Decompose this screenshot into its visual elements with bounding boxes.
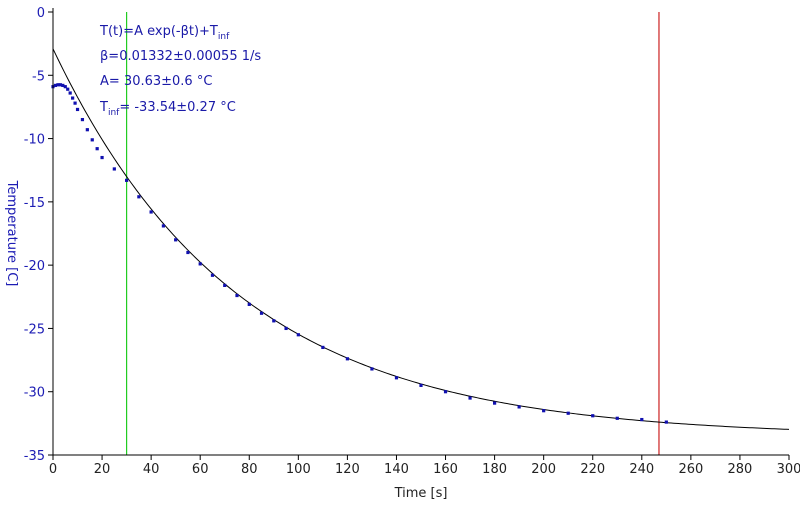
y-tick-label: -25 (24, 322, 45, 337)
y-axis-ticks: 0 -5 -10 -15 -20 -25 -30 -35 (24, 6, 53, 464)
data-point (149, 210, 153, 214)
y-tick-label: -30 (24, 386, 45, 401)
data-point (591, 414, 595, 418)
x-tick-label: 0 (49, 462, 57, 477)
data-point (542, 409, 546, 413)
annotation-t-inf-rest: = -33.54±0.27 °C (119, 100, 235, 115)
annotation-t-inf-sub: inf (108, 108, 120, 118)
data-point (186, 250, 190, 255)
data-point (58, 83, 62, 87)
y-axis-title: Temperature [C] (4, 180, 19, 287)
data-point (198, 262, 202, 266)
data-point (247, 302, 251, 306)
data-point (370, 367, 374, 371)
x-tick-label: 300 (777, 462, 800, 477)
x-tick-label: 20 (94, 462, 111, 477)
data-point (296, 333, 300, 337)
data-point (284, 326, 288, 331)
x-tick-label: 140 (384, 462, 409, 477)
x-tick-label: 40 (143, 462, 160, 477)
data-point (161, 224, 165, 228)
data-point (345, 357, 349, 361)
data-point (85, 128, 89, 132)
annotation-amplitude: A= 30.63±0.6 °C (100, 74, 212, 89)
data-point (90, 138, 94, 142)
x-axis-ticks: 0 20 40 60 80 100 120 140 160 180 200 220 240 260 280 3… (49, 455, 800, 477)
data-point (73, 101, 77, 105)
data-point (443, 390, 448, 394)
data-point (615, 416, 619, 420)
data-point (321, 345, 325, 350)
annotation-model: T(t)=A exp(-βt)+Tinf (99, 24, 230, 42)
data-point (75, 107, 80, 112)
y-tick-label: -20 (24, 259, 45, 274)
vertical-markers (125, 12, 660, 455)
data-point (68, 91, 72, 95)
x-tick-label: 160 (433, 462, 458, 477)
x-tick-label: 120 (335, 462, 360, 477)
axes-frame (52, 8, 789, 456)
data-point (125, 178, 129, 182)
data-point (210, 273, 215, 277)
x-tick-label: 220 (580, 462, 605, 477)
data-point (66, 87, 70, 91)
data-point (95, 147, 99, 151)
annotation-model-main: T(t)=A exp(-βt)+T (99, 24, 218, 39)
x-axis-title: Time [s] (394, 486, 448, 501)
data-point (63, 85, 67, 89)
annotation-t-inf: Tinf= -33.54±0.27 °C (99, 100, 236, 118)
data-points-group (51, 83, 668, 424)
y-tick-label: -5 (32, 69, 45, 84)
x-tick-label: 180 (482, 462, 507, 477)
data-point (394, 376, 399, 380)
data-point (517, 405, 521, 409)
data-point (235, 293, 239, 298)
data-point (56, 83, 60, 87)
annotation-model-sub: inf (218, 32, 230, 42)
data-point (137, 195, 141, 199)
x-tick-label: 280 (728, 462, 753, 477)
data-point (61, 83, 65, 88)
data-point (664, 420, 668, 424)
data-point (174, 238, 178, 242)
data-point (100, 155, 104, 160)
x-tick-label: 80 (241, 462, 258, 477)
data-point (272, 319, 276, 323)
data-point (259, 311, 264, 315)
data-point (71, 96, 75, 100)
data-point (493, 401, 497, 405)
data-point (80, 117, 85, 122)
data-point (468, 396, 472, 400)
annotation-beta: β=0.01332±0.00055 1/s (100, 49, 261, 64)
x-tick-label: 260 (678, 462, 703, 477)
x-tick-label: 200 (531, 462, 556, 477)
data-point (640, 417, 644, 422)
annotation-t-inf-main: T (99, 100, 108, 115)
data-point (566, 411, 570, 415)
data-point (223, 283, 227, 287)
y-tick-label: -35 (24, 449, 45, 464)
data-point (112, 167, 116, 171)
y-tick-label: -10 (24, 133, 45, 148)
x-tick-label: 100 (286, 462, 311, 477)
y-tick-label: 0 (37, 6, 45, 21)
x-tick-label: 240 (629, 462, 654, 477)
y-tick-label: -15 (24, 196, 45, 211)
data-point (53, 83, 58, 88)
data-point (419, 383, 423, 387)
x-tick-label: 60 (192, 462, 209, 477)
